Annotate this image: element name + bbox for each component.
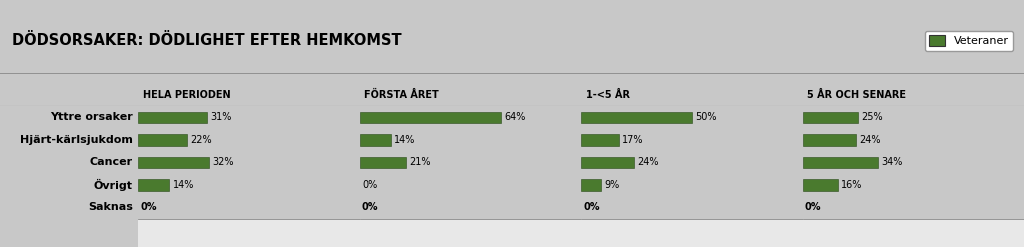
Text: 0%: 0%	[361, 180, 377, 190]
Bar	[803, 134, 856, 146]
Text: Saknas: Saknas	[88, 202, 133, 212]
Text: Övrigt: Övrigt	[94, 179, 133, 191]
Text: 16%: 16%	[842, 180, 862, 190]
Text: 31%: 31%	[210, 112, 231, 123]
Text: HELA PERIODEN: HELA PERIODEN	[142, 90, 230, 100]
Bar	[582, 157, 634, 168]
Text: 32%: 32%	[212, 157, 233, 167]
Bar	[359, 134, 391, 146]
Text: 9%: 9%	[604, 180, 620, 190]
Bar	[138, 112, 207, 123]
Text: 1-<5 ÅR: 1-<5 ÅR	[586, 90, 630, 100]
Bar	[359, 112, 502, 123]
Text: FÖRSTA ÅRET: FÖRSTA ÅRET	[365, 90, 439, 100]
Text: 14%: 14%	[173, 180, 194, 190]
Bar	[138, 157, 209, 168]
Bar	[582, 134, 618, 146]
Text: 34%: 34%	[882, 157, 902, 167]
Text: Cancer: Cancer	[89, 157, 133, 167]
Bar	[138, 179, 169, 191]
Text: 24%: 24%	[638, 157, 659, 167]
Text: Hjärt-kärlsjukdom: Hjärt-kärlsjukdom	[19, 135, 133, 145]
Bar	[359, 157, 407, 168]
Text: 24%: 24%	[859, 135, 881, 145]
Text: 0%: 0%	[361, 202, 379, 212]
Text: 14%: 14%	[394, 135, 416, 145]
Bar	[803, 112, 858, 123]
Text: DÖDSORSAKER: DÖDLIGHET EFTER HEMKOMST: DÖDSORSAKER: DÖDLIGHET EFTER HEMKOMST	[12, 33, 401, 48]
Text: 0%: 0%	[805, 202, 821, 212]
Text: 50%: 50%	[695, 112, 717, 123]
Text: 0%: 0%	[584, 202, 600, 212]
Text: 0%: 0%	[140, 202, 157, 212]
Text: 17%: 17%	[623, 135, 644, 145]
Bar	[138, 134, 187, 146]
Text: 64%: 64%	[505, 112, 526, 123]
Legend: Veteraner: Veteraner	[925, 31, 1014, 51]
Text: 25%: 25%	[861, 112, 883, 123]
Bar	[803, 179, 838, 191]
Text: 5 ÅR OCH SENARE: 5 ÅR OCH SENARE	[807, 90, 906, 100]
Text: 21%: 21%	[410, 157, 431, 167]
Text: 22%: 22%	[190, 135, 212, 145]
Text: Yttre orsaker: Yttre orsaker	[50, 112, 133, 123]
Bar	[803, 157, 878, 168]
Bar	[582, 112, 692, 123]
Bar	[582, 179, 601, 191]
